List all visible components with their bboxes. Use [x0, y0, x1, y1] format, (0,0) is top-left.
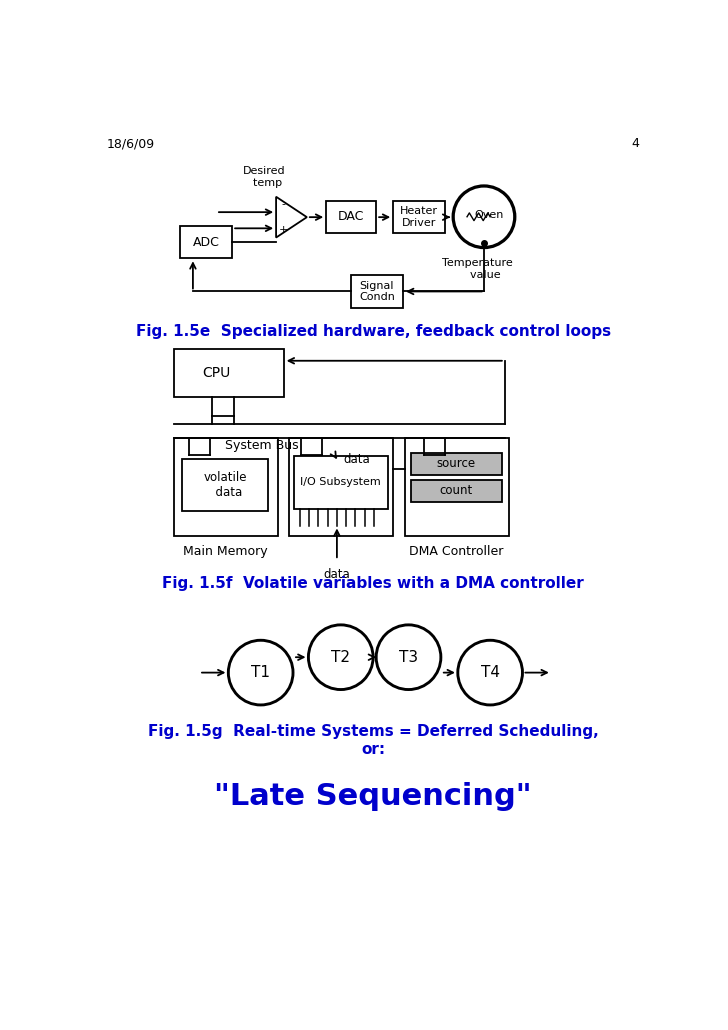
Text: data: data: [343, 453, 370, 466]
Text: 4: 4: [632, 137, 639, 150]
Text: I/O Subsystem: I/O Subsystem: [301, 478, 381, 487]
Bar: [411, 453, 502, 475]
Circle shape: [458, 641, 523, 705]
Bar: [180, 226, 232, 259]
Text: T1: T1: [251, 665, 270, 680]
Text: Fig. 1.5g  Real-time Systems = Deferred Scheduling,
or:: Fig. 1.5g Real-time Systems = Deferred S…: [148, 724, 598, 757]
Text: Fig. 1.5f  Volatile variables with a DMA controller: Fig. 1.5f Volatile variables with a DMA …: [162, 576, 584, 590]
Polygon shape: [276, 197, 307, 238]
Text: 18/6/09: 18/6/09: [107, 137, 155, 150]
Bar: [294, 456, 388, 509]
Text: T4: T4: [480, 665, 499, 680]
Bar: [174, 438, 277, 536]
Bar: [182, 458, 269, 511]
Circle shape: [453, 186, 515, 247]
Text: T3: T3: [399, 650, 418, 664]
Circle shape: [309, 625, 373, 689]
Text: DAC: DAC: [338, 210, 364, 224]
Text: Oven: Oven: [474, 210, 503, 220]
Text: data: data: [323, 568, 350, 581]
Text: Temperature
    value: Temperature value: [443, 259, 513, 280]
Text: CPU: CPU: [202, 366, 230, 380]
Text: Main Memory: Main Memory: [183, 545, 268, 558]
Text: Fig. 1.5e  Specialized hardware, feedback control loops: Fig. 1.5e Specialized hardware, feedback…: [135, 323, 611, 339]
Text: source: source: [437, 457, 476, 471]
Bar: [351, 275, 403, 308]
Circle shape: [229, 641, 293, 705]
Text: Heater
Driver: Heater Driver: [400, 206, 438, 228]
Bar: [326, 201, 376, 233]
Text: T2: T2: [331, 650, 350, 664]
Text: "Late Sequencing": "Late Sequencing": [214, 782, 532, 811]
Circle shape: [376, 625, 441, 689]
Text: DMA Controller: DMA Controller: [409, 545, 504, 558]
Text: count: count: [440, 484, 473, 497]
Bar: [289, 438, 393, 536]
Text: ADC: ADC: [193, 236, 219, 248]
Bar: [393, 201, 446, 233]
Text: Signal
Condn: Signal Condn: [359, 280, 395, 302]
Text: volatile
  data: volatile data: [204, 471, 247, 499]
Text: -: -: [281, 200, 285, 209]
Bar: [174, 349, 284, 397]
Bar: [405, 438, 509, 536]
Text: System Bus: System Bus: [226, 439, 299, 452]
Text: +: +: [278, 225, 288, 235]
Bar: [411, 480, 502, 502]
Text: Desired
  temp: Desired temp: [242, 166, 285, 187]
